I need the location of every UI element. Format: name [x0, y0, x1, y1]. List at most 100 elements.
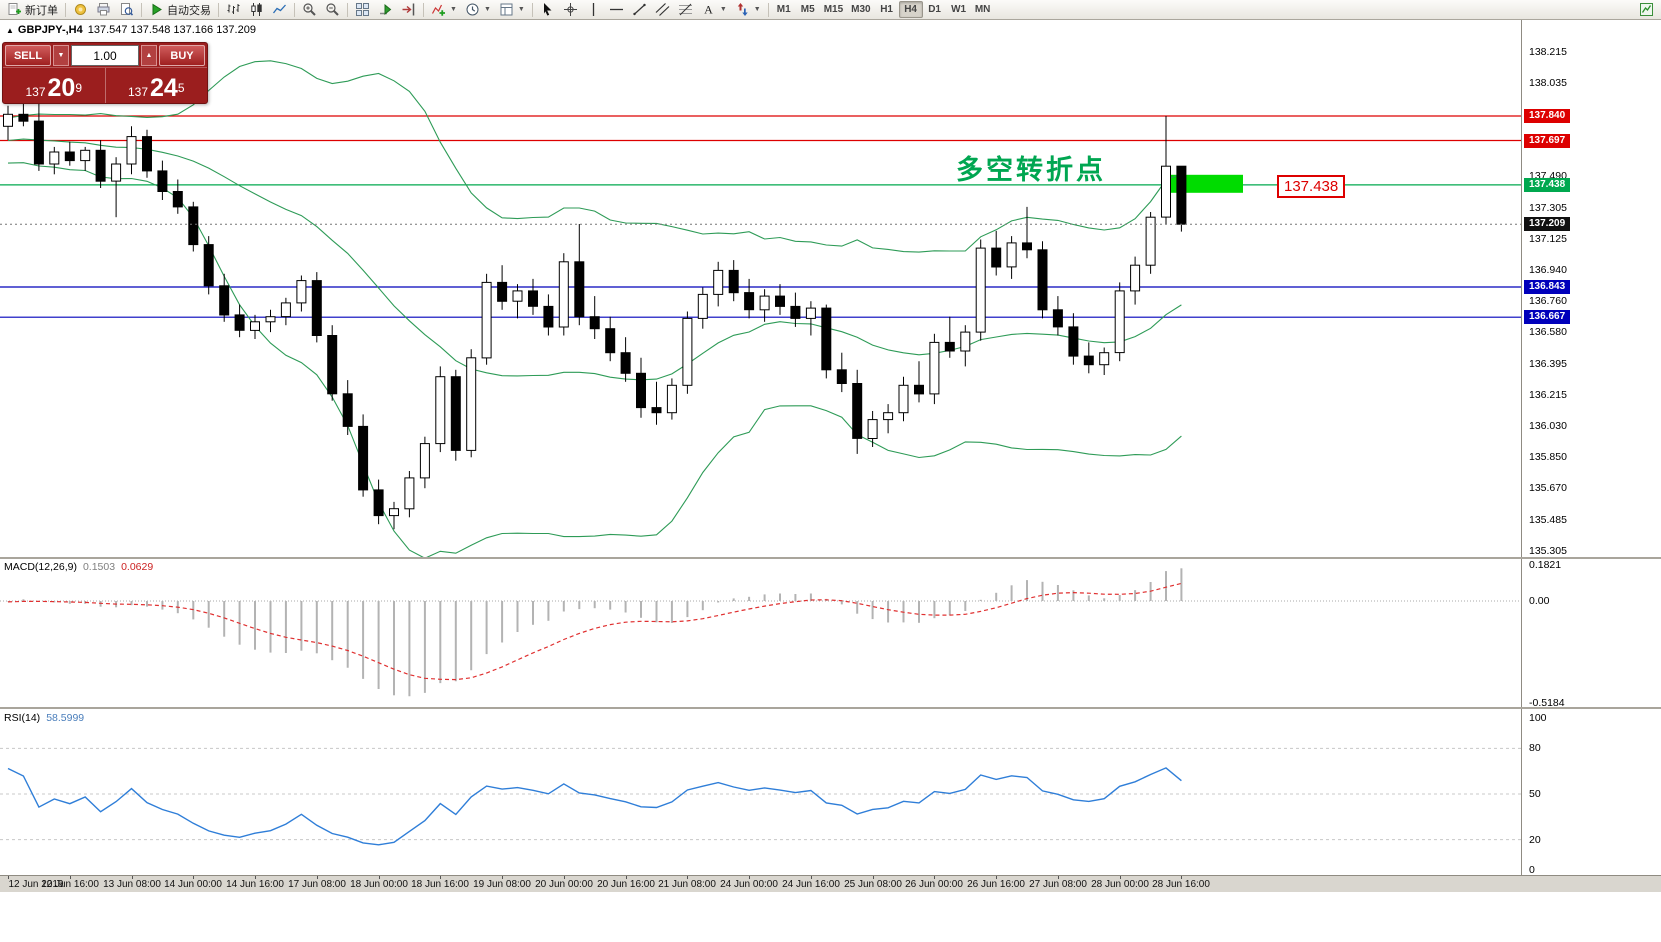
chevron-down-icon: ▼ — [753, 6, 761, 13]
buy-price-big: 24 — [150, 74, 178, 102]
time-axis-label: 26 Jun 00:00 — [905, 879, 963, 890]
hline-icon — [609, 2, 624, 17]
zoom-out-button[interactable] — [321, 1, 344, 18]
time-tick — [70, 876, 71, 879]
timeframe-m5-button[interactable]: M5 — [796, 1, 820, 18]
bar-chart-button[interactable] — [222, 1, 245, 18]
macd-panel-canvas[interactable] — [0, 559, 1521, 707]
macd-axis-label: 0.1821 — [1529, 559, 1562, 571]
price-chart-canvas[interactable] — [0, 20, 1521, 557]
candlestick-chart-button[interactable] — [245, 1, 268, 18]
time-tick — [811, 876, 812, 879]
collapse-panel-icon[interactable]: ▲ — [6, 26, 14, 35]
tile-windows-button[interactable] — [351, 1, 374, 18]
price-axis-label: 138.035 — [1529, 77, 1567, 89]
timeframe-mn-button[interactable]: MN — [971, 1, 995, 18]
macd-signal-value: 0.0629 — [121, 561, 154, 573]
trendline-button[interactable] — [628, 1, 651, 18]
templates-button[interactable]: ▼ — [495, 1, 529, 18]
printer-icon — [96, 2, 111, 17]
rsi-indicator-label: RSI(14) 58.5999 — [4, 712, 84, 724]
toolbar-separator — [531, 2, 533, 17]
alerts-button[interactable] — [69, 1, 92, 18]
chevron-down-icon: ▼ — [719, 6, 727, 13]
order-icon — [7, 2, 22, 17]
buy-button[interactable]: BUY — [159, 45, 205, 66]
print-preview-button[interactable] — [115, 1, 138, 18]
rsi-axis-label: 80 — [1529, 742, 1541, 754]
crosshair-button[interactable] — [559, 1, 582, 18]
zoom-in-button[interactable] — [298, 1, 321, 18]
timeframe-d1-button[interactable]: D1 — [923, 1, 947, 18]
horizontal-line-button[interactable] — [605, 1, 628, 18]
time-tick — [996, 876, 997, 879]
timeframe-m1-button[interactable]: M1 — [772, 1, 796, 18]
bollinger-middle-band — [7, 138, 1182, 381]
rsi-panel-canvas[interactable] — [0, 709, 1521, 875]
price-axis[interactable]: 138.215138.035137.670137.490137.305137.1… — [1521, 20, 1661, 876]
auto-scroll-button[interactable] — [374, 1, 397, 18]
new-chart-button[interactable] — [1635, 1, 1658, 18]
time-axis-label: 17 Jun 08:00 — [288, 879, 346, 890]
candles-icon — [249, 2, 264, 17]
toolbar-separator — [218, 2, 219, 17]
price-axis-label: 136.215 — [1529, 389, 1567, 401]
timeframe-h4-button[interactable]: H4 — [898, 1, 923, 18]
price-axis-label: 137.125 — [1529, 233, 1567, 245]
time-axis-label: 26 Jun 16:00 — [967, 879, 1025, 890]
volume-down-button[interactable]: ▼ — [53, 45, 69, 66]
time-tick — [564, 876, 565, 879]
toolbar-buttons: 新订单 自动交易 ▼ ▼ ▼ A ▼ ▼ — [3, 1, 765, 18]
timeframe-m30-button[interactable]: M30 — [847, 1, 874, 18]
time-tick — [8, 876, 9, 879]
chevron-down-icon: ▼ — [450, 6, 457, 13]
price-badge: 137.438 — [1524, 178, 1571, 192]
template-icon — [499, 2, 514, 17]
indicators-button[interactable]: ▼ — [427, 1, 461, 18]
panel-splitter[interactable] — [0, 557, 1661, 559]
buy-price-int: 137 — [127, 85, 149, 99]
timeframe-m15-button[interactable]: M15 — [820, 1, 847, 18]
macd-main-value: 0.1503 — [82, 561, 116, 573]
sell-price[interactable]: 137 20 9 — [3, 68, 106, 103]
text-label-button[interactable]: A ▼ — [697, 1, 731, 18]
timeframe-w1-button[interactable]: W1 — [947, 1, 971, 18]
print-button[interactable] — [92, 1, 115, 18]
new-chart-icon — [1639, 2, 1654, 17]
autotrading-button[interactable]: 自动交易 — [145, 1, 215, 18]
one-click-trading-panel: SELL ▼ 1.00 ▲ BUY 137 20 9 137 24 5 — [2, 42, 208, 104]
toolbar-separator — [65, 2, 66, 17]
price-badge: 137.209 — [1524, 217, 1571, 231]
price-axis-label: 137.305 — [1529, 202, 1567, 214]
new-order-button[interactable]: 新订单 — [3, 1, 62, 18]
time-tick — [255, 876, 256, 879]
price-axis-label: 136.395 — [1529, 358, 1567, 370]
timeframe-group: M1 M5 M15 M30 H1 H4 D1 W1 MN — [772, 1, 995, 18]
volume-input[interactable]: 1.00 — [71, 45, 139, 66]
buy-price[interactable]: 137 24 5 — [106, 68, 208, 103]
vertical-line-button[interactable] — [582, 1, 605, 18]
toolbar-separator — [294, 2, 295, 17]
price-axis-label: 135.670 — [1529, 482, 1567, 494]
volume-up-button[interactable]: ▲ — [141, 45, 157, 66]
bollinger-lower-band — [7, 162, 1182, 557]
time-axis-label: 14 Jun 16:00 — [226, 879, 284, 890]
equidistant-channel-button[interactable] — [651, 1, 674, 18]
timeframe-h1-button[interactable]: H1 — [875, 1, 899, 18]
arrow-tools-button[interactable]: ▼ — [731, 1, 765, 18]
periods-button[interactable]: ▼ — [461, 1, 495, 18]
time-tick — [379, 876, 380, 879]
time-axis-label: 28 Jun 00:00 — [1091, 879, 1149, 890]
chart-shift-button[interactable] — [397, 1, 420, 18]
line-chart-button[interactable] — [268, 1, 291, 18]
cursor-button[interactable] — [536, 1, 559, 18]
time-axis-label: 21 Jun 08:00 — [658, 879, 716, 890]
toolbar-separator — [347, 2, 348, 17]
toolbar-separator — [423, 2, 424, 17]
svg-text:A: A — [704, 3, 713, 17]
sell-button[interactable]: SELL — [5, 45, 51, 66]
macd-axis-label: 0.00 — [1529, 595, 1550, 607]
time-axis[interactable]: 12 Jun 2019 12 Jun 16:00 13 Jun 08:00 14 Ju… — [0, 875, 1661, 892]
fibonacci-button[interactable] — [674, 1, 697, 18]
panel-splitter[interactable] — [0, 707, 1661, 709]
